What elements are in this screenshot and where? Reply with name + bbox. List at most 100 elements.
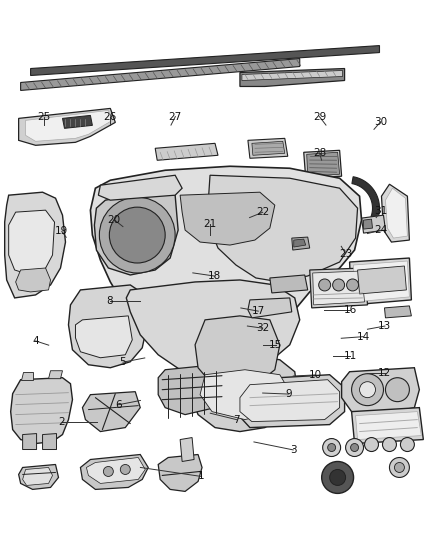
Circle shape (400, 438, 414, 451)
Text: 20: 20 (108, 215, 121, 225)
Polygon shape (242, 70, 343, 80)
Circle shape (330, 470, 346, 486)
Polygon shape (158, 365, 225, 415)
Polygon shape (19, 464, 59, 489)
Text: 18: 18 (208, 271, 221, 281)
Circle shape (319, 279, 331, 291)
Text: 19: 19 (55, 227, 68, 237)
Text: 9: 9 (286, 389, 292, 399)
Polygon shape (248, 139, 288, 158)
Polygon shape (342, 368, 419, 415)
Text: 5: 5 (120, 357, 126, 367)
Polygon shape (385, 306, 411, 318)
Polygon shape (294, 239, 306, 247)
Polygon shape (23, 433, 37, 449)
Circle shape (352, 374, 384, 406)
Text: 31: 31 (374, 206, 387, 216)
Text: 30: 30 (374, 117, 387, 127)
Polygon shape (99, 175, 182, 200)
Polygon shape (31, 46, 379, 76)
Polygon shape (240, 379, 339, 422)
Text: 28: 28 (313, 148, 326, 158)
Text: 11: 11 (343, 351, 357, 361)
Polygon shape (81, 455, 148, 489)
Polygon shape (381, 184, 410, 242)
Polygon shape (75, 316, 132, 358)
Circle shape (395, 463, 404, 472)
Polygon shape (9, 210, 54, 275)
Circle shape (350, 443, 359, 451)
Text: 29: 29 (313, 111, 326, 122)
Polygon shape (361, 215, 385, 233)
Polygon shape (25, 110, 112, 141)
Text: 8: 8 (106, 296, 113, 306)
Circle shape (389, 457, 410, 478)
Polygon shape (180, 192, 275, 245)
Text: 10: 10 (308, 370, 321, 380)
Polygon shape (350, 258, 411, 305)
Polygon shape (86, 457, 145, 483)
Text: 22: 22 (256, 207, 269, 217)
Circle shape (332, 279, 345, 291)
Polygon shape (304, 150, 342, 178)
Polygon shape (236, 375, 345, 427)
Polygon shape (313, 271, 364, 305)
Polygon shape (385, 188, 407, 238)
Polygon shape (90, 166, 361, 372)
Polygon shape (23, 467, 53, 486)
Text: 17: 17 (252, 306, 265, 316)
Circle shape (110, 207, 165, 263)
Polygon shape (155, 143, 218, 160)
Polygon shape (180, 438, 194, 462)
Polygon shape (11, 378, 72, 443)
Polygon shape (352, 177, 379, 219)
Polygon shape (195, 316, 280, 385)
Polygon shape (95, 190, 178, 275)
Text: 1: 1 (198, 472, 205, 481)
Polygon shape (307, 152, 339, 176)
Polygon shape (240, 69, 345, 86)
Text: 24: 24 (374, 225, 387, 236)
Polygon shape (49, 371, 63, 379)
Circle shape (346, 279, 359, 291)
Circle shape (103, 466, 113, 477)
Polygon shape (252, 141, 285, 155)
Polygon shape (364, 219, 372, 229)
Circle shape (99, 197, 175, 273)
Text: 25: 25 (38, 111, 51, 122)
Text: 4: 4 (32, 336, 39, 346)
Text: 26: 26 (103, 111, 117, 122)
Polygon shape (68, 285, 148, 368)
Circle shape (328, 443, 336, 451)
Text: 12: 12 (378, 368, 392, 378)
Polygon shape (21, 372, 32, 379)
Circle shape (382, 438, 396, 451)
Polygon shape (357, 266, 406, 294)
Polygon shape (42, 433, 57, 449)
Polygon shape (356, 411, 421, 440)
Circle shape (346, 439, 364, 456)
Circle shape (364, 438, 378, 451)
Text: 32: 32 (256, 323, 269, 333)
Circle shape (120, 464, 130, 474)
Polygon shape (126, 280, 300, 374)
Circle shape (323, 439, 341, 456)
Circle shape (385, 378, 410, 402)
Polygon shape (270, 275, 308, 293)
Polygon shape (292, 237, 310, 250)
Text: 13: 13 (378, 321, 392, 331)
Polygon shape (63, 116, 92, 128)
Text: 23: 23 (339, 249, 352, 259)
Polygon shape (158, 455, 202, 491)
Polygon shape (248, 298, 292, 318)
Text: 27: 27 (169, 111, 182, 122)
Text: 21: 21 (204, 219, 217, 229)
Text: 14: 14 (357, 332, 370, 342)
Text: 7: 7 (233, 415, 240, 425)
Text: 2: 2 (59, 417, 65, 427)
Circle shape (321, 462, 353, 494)
Polygon shape (21, 59, 300, 91)
Polygon shape (310, 268, 367, 308)
Text: 3: 3 (290, 445, 297, 455)
Polygon shape (353, 261, 410, 302)
